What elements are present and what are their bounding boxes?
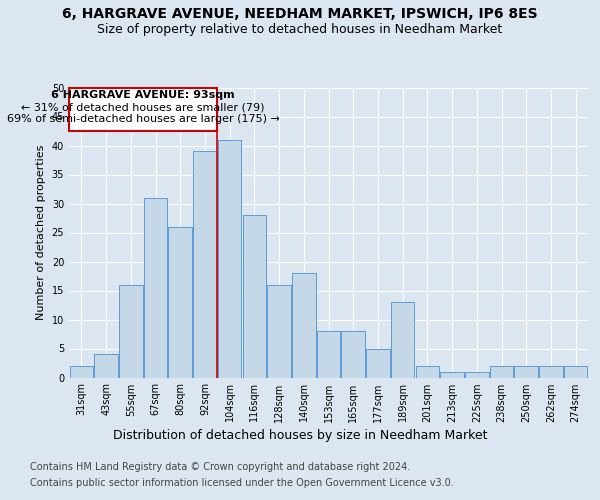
Text: 6, HARGRAVE AVENUE, NEEDHAM MARKET, IPSWICH, IP6 8ES: 6, HARGRAVE AVENUE, NEEDHAM MARKET, IPSW… [62,8,538,22]
Bar [490,366,513,378]
Bar [539,366,563,378]
Bar [366,348,389,378]
Bar [94,354,118,378]
Bar [268,284,291,378]
Bar [242,215,266,378]
Text: 6 HARGRAVE AVENUE: 93sqm: 6 HARGRAVE AVENUE: 93sqm [52,90,235,101]
Y-axis label: Number of detached properties: Number of detached properties [36,145,46,320]
Bar [341,331,365,378]
Text: Distribution of detached houses by size in Needham Market: Distribution of detached houses by size … [113,428,487,442]
Bar [564,366,587,378]
Bar [193,152,217,378]
Bar [514,366,538,378]
Bar [169,226,192,378]
Bar [70,366,93,378]
Bar [317,331,340,378]
Text: Size of property relative to detached houses in Needham Market: Size of property relative to detached ho… [97,22,503,36]
Text: ← 31% of detached houses are smaller (79): ← 31% of detached houses are smaller (79… [22,102,265,112]
Text: Contains public sector information licensed under the Open Government Licence v3: Contains public sector information licen… [30,478,454,488]
Text: Contains HM Land Registry data © Crown copyright and database right 2024.: Contains HM Land Registry data © Crown c… [30,462,410,472]
Text: 69% of semi-detached houses are larger (175) →: 69% of semi-detached houses are larger (… [7,114,280,124]
Bar [391,302,415,378]
Bar [119,284,143,378]
Bar [144,198,167,378]
Bar [416,366,439,378]
Bar [292,273,316,378]
FancyBboxPatch shape [70,88,217,131]
Bar [218,140,241,378]
Bar [440,372,464,378]
Bar [465,372,488,378]
